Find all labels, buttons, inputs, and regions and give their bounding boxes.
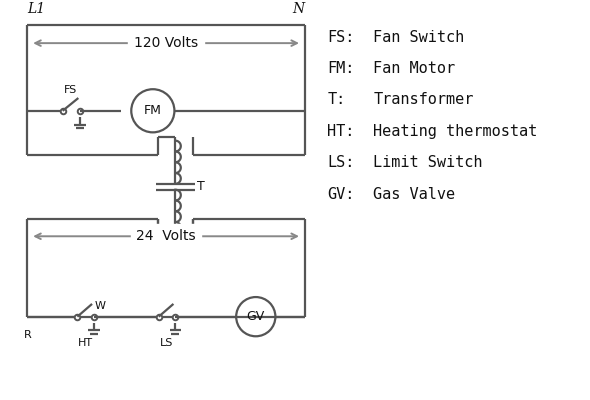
Text: R: R xyxy=(24,330,31,340)
Text: 120 Volts: 120 Volts xyxy=(134,36,198,50)
Text: Gas Valve: Gas Valve xyxy=(373,187,455,202)
Text: Limit Switch: Limit Switch xyxy=(373,155,483,170)
Text: LS:: LS: xyxy=(327,155,355,170)
Text: 24  Volts: 24 Volts xyxy=(136,229,196,243)
Text: LS: LS xyxy=(160,338,173,348)
Text: Heating thermostat: Heating thermostat xyxy=(373,124,537,139)
Text: Fan Motor: Fan Motor xyxy=(373,61,455,76)
Text: Transformer: Transformer xyxy=(373,92,474,108)
Text: L1: L1 xyxy=(27,2,45,16)
Text: GV: GV xyxy=(247,310,265,323)
Text: W: W xyxy=(95,301,106,311)
Text: HT:: HT: xyxy=(327,124,355,139)
Text: T: T xyxy=(197,180,205,193)
Text: T:: T: xyxy=(327,92,346,108)
Text: HT: HT xyxy=(78,338,93,348)
Text: GV:: GV: xyxy=(327,187,355,202)
Text: Fan Switch: Fan Switch xyxy=(373,30,465,45)
Text: FM: FM xyxy=(144,104,162,117)
Text: N: N xyxy=(293,2,305,16)
Text: FM:: FM: xyxy=(327,61,355,76)
Text: FS: FS xyxy=(64,85,77,95)
Text: FS:: FS: xyxy=(327,30,355,45)
